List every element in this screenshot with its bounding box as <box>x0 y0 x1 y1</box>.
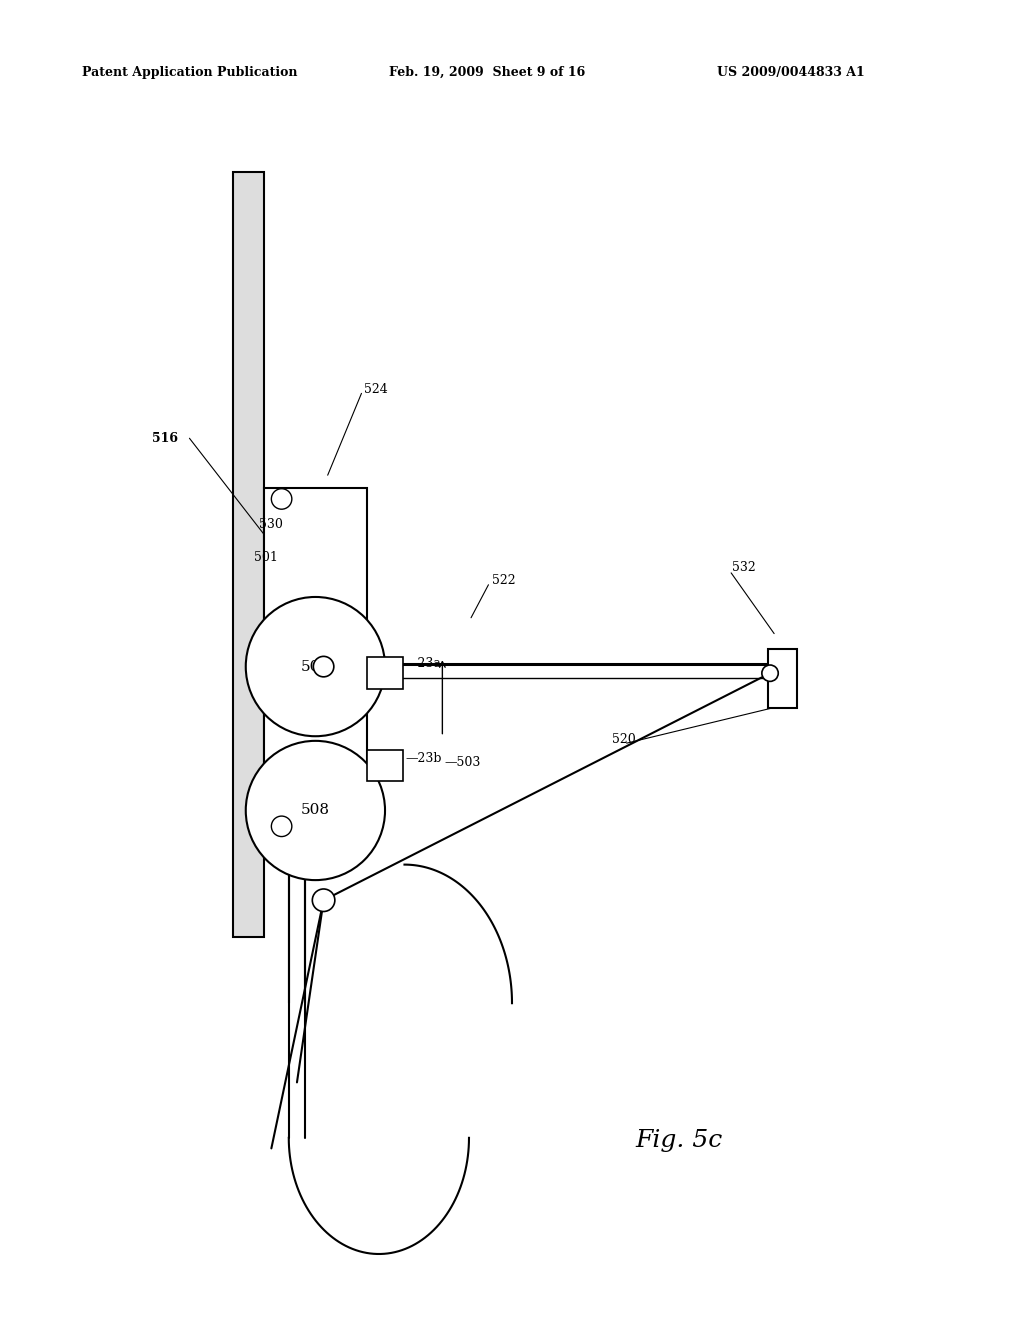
Bar <box>367 657 403 689</box>
Text: 524: 524 <box>364 383 387 396</box>
Text: 522: 522 <box>492 574 515 587</box>
Bar <box>233 172 264 937</box>
Circle shape <box>313 656 334 677</box>
Text: 516: 516 <box>152 432 177 445</box>
Circle shape <box>271 816 292 837</box>
Circle shape <box>312 888 335 912</box>
Text: Fig. 5c: Fig. 5c <box>635 1129 722 1151</box>
Bar <box>768 649 797 708</box>
Text: Patent Application Publication: Patent Application Publication <box>82 66 297 79</box>
Text: —23b: —23b <box>406 752 442 766</box>
Text: 530: 530 <box>259 517 283 531</box>
Text: 520: 520 <box>612 733 636 746</box>
Circle shape <box>246 597 385 737</box>
Text: —503: —503 <box>444 756 481 770</box>
Bar <box>367 750 403 781</box>
Bar <box>264 488 367 845</box>
Circle shape <box>762 665 778 681</box>
Circle shape <box>246 741 385 880</box>
Text: 508: 508 <box>301 804 330 817</box>
Text: 501: 501 <box>254 550 278 564</box>
Text: 506: 506 <box>301 660 330 673</box>
Text: US 2009/0044833 A1: US 2009/0044833 A1 <box>717 66 864 79</box>
Text: —23a: —23a <box>406 657 441 671</box>
Text: 532: 532 <box>732 561 756 574</box>
Circle shape <box>271 488 292 510</box>
Text: Feb. 19, 2009  Sheet 9 of 16: Feb. 19, 2009 Sheet 9 of 16 <box>389 66 586 79</box>
